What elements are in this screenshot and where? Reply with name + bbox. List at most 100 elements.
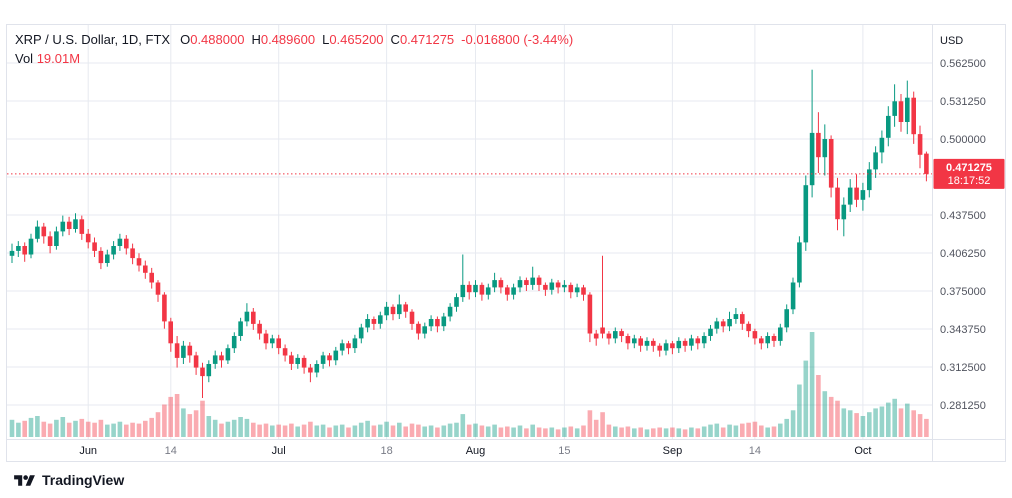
volume-bar	[447, 423, 453, 437]
volume-bar	[327, 427, 332, 437]
volume-bar	[593, 419, 599, 437]
volume-bar	[149, 417, 154, 437]
time-axis-label[interactable]: 14	[749, 445, 761, 457]
tradingview-brand-link[interactable]: TradingView	[42, 472, 125, 488]
volume-bar	[371, 425, 377, 437]
candle-body	[257, 323, 262, 334]
candle-body	[200, 367, 205, 377]
volume-bar	[244, 418, 250, 437]
tradingview-logo-icon[interactable]	[14, 473, 35, 488]
volume-bar	[892, 398, 897, 437]
candle-body	[378, 315, 383, 324]
price-axis-label[interactable]: 0.312500	[940, 362, 986, 374]
candle-body	[212, 355, 218, 364]
volume-bar	[727, 424, 732, 437]
volume-bar	[587, 410, 593, 437]
candle-body	[809, 132, 815, 186]
time-axis-label[interactable]: Jul	[272, 445, 286, 457]
candle-body	[92, 242, 97, 251]
price-axis-label[interactable]: 0.281250	[940, 400, 986, 412]
candle-body	[517, 280, 523, 288]
volume-bar	[409, 423, 415, 437]
volume-bar	[282, 425, 288, 437]
currency-label[interactable]: USD	[940, 35, 963, 47]
volume-bar	[708, 424, 713, 437]
open-label: O	[180, 32, 191, 47]
legend-volume-row: Vol 19.01M	[15, 49, 573, 68]
candle-body	[613, 331, 618, 339]
candle-body	[98, 250, 104, 264]
volume-bar	[867, 412, 872, 437]
time-axis-label[interactable]: Oct	[854, 445, 871, 457]
time-axis-label[interactable]: 15	[558, 445, 570, 457]
candle-body	[606, 333, 612, 339]
volume-bar	[365, 420, 370, 437]
volume-bar	[873, 408, 878, 437]
volume-value: 19.01M	[36, 51, 81, 66]
time-axis-label[interactable]: Sep	[663, 445, 683, 457]
candle-body	[416, 323, 421, 334]
volume-bar	[124, 424, 129, 437]
candle-body	[41, 226, 47, 237]
chart-legend: XRP / U.S. Dollar, 1D, FTX O0.488000 H0.48…	[15, 30, 573, 68]
candle-body	[225, 348, 231, 361]
price-axis-label[interactable]: 0.531250	[940, 96, 986, 108]
volume-bar	[765, 427, 770, 437]
volume-bar	[663, 428, 669, 437]
price-axis-label[interactable]: 0.437500	[940, 210, 986, 222]
candle-body	[111, 246, 116, 255]
volume-bar	[16, 422, 21, 437]
candle-body	[892, 101, 897, 116]
candle-body	[16, 246, 21, 251]
price-axis-label[interactable]: 0.562500	[940, 58, 986, 70]
price-axis-label[interactable]: 0.406250	[940, 248, 986, 260]
volume-bar	[60, 417, 66, 437]
volume-bar	[613, 426, 618, 437]
volume-bar	[695, 428, 701, 437]
volume-bar	[752, 421, 758, 437]
candle-body	[886, 115, 891, 138]
chart-canvas[interactable]: 0.562500 0.531250 0.500000 0.437500 0.406250…	[7, 25, 1005, 461]
candle-body	[689, 338, 694, 346]
volume-bar	[79, 418, 85, 437]
candle-body	[841, 204, 847, 220]
time-axis-label[interactable]: 18	[380, 445, 392, 457]
volume-bar	[771, 426, 777, 437]
volume-bar	[740, 423, 745, 437]
price-axis-label[interactable]: 0.375000	[940, 286, 986, 298]
volume-bar	[828, 396, 834, 437]
price-axis-label[interactable]: 0.500000	[940, 134, 986, 146]
volume-bar	[632, 428, 637, 437]
candle-body	[155, 282, 161, 295]
volume-bar	[670, 427, 675, 437]
candle-body	[860, 190, 866, 200]
time-axis-label[interactable]: 14	[165, 445, 177, 457]
volume-bar	[682, 429, 688, 437]
candle-body	[181, 345, 186, 358]
volume-bar	[720, 427, 726, 437]
low-label: L	[322, 32, 330, 47]
candle-body	[276, 338, 281, 349]
volume-bar	[73, 420, 78, 437]
candle-body	[555, 282, 561, 288]
volume-bar	[854, 413, 859, 437]
time-axis-label[interactable]: Jun	[79, 445, 97, 457]
volume-bar	[111, 423, 116, 437]
open-value: 0.488000	[190, 32, 245, 47]
price-axis-label[interactable]: 0.343750	[940, 324, 986, 336]
volume-bar	[130, 422, 135, 437]
volume-bar	[22, 420, 27, 437]
candle-body	[543, 284, 548, 290]
candle-body	[822, 139, 828, 158]
symbol-title[interactable]: XRP / U.S. Dollar, 1D, FTX	[15, 32, 171, 47]
volume-bar	[390, 425, 396, 437]
candle-body	[473, 284, 478, 293]
time-axis-label[interactable]: Aug	[466, 445, 486, 457]
volume-bar	[231, 419, 237, 437]
volume-bar	[651, 428, 656, 437]
tradingview-attribution: TradingView	[14, 469, 124, 491]
volume-bar	[485, 426, 491, 437]
candle-body	[428, 319, 434, 327]
volume-bar	[562, 427, 567, 437]
candle-body	[568, 284, 574, 293]
